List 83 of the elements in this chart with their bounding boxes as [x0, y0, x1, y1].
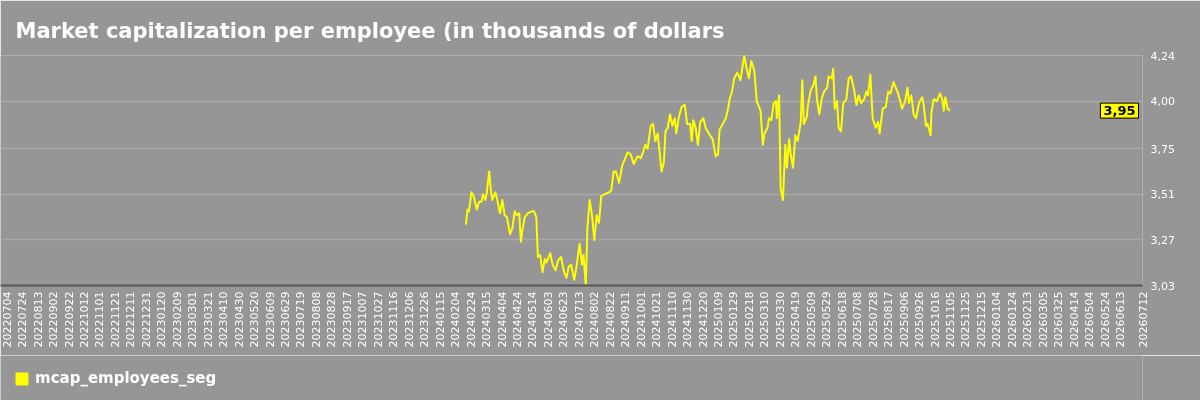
x-tick-label: 20230609 — [263, 291, 277, 348]
x-tick-label: 20250109 — [712, 291, 726, 348]
x-tick-label: 20231226 — [418, 291, 432, 348]
x-tick-label: 20250509 — [804, 291, 818, 348]
x-tick-label: 20230808 — [309, 291, 323, 348]
x-tick-label: 20241021 — [650, 291, 664, 348]
y-tick-label: 3,75 — [1150, 142, 1175, 156]
x-tick-label: 20250926 — [913, 291, 927, 348]
x-tick-label: 20240424 — [510, 291, 524, 348]
x-tick-label: 20231206 — [402, 291, 416, 348]
x-tick-label: 20220813 — [31, 291, 45, 348]
x-tick-label: 20220704 — [0, 291, 14, 348]
x-tick-label: 20250817 — [882, 291, 896, 348]
x-tick-label: 20260213 — [1021, 291, 1035, 348]
x-tick-label: 20230520 — [248, 291, 262, 348]
x-tick-label: 20250906 — [897, 291, 911, 348]
x-tick-label: 20230321 — [201, 291, 215, 348]
x-tick-label: 20250708 — [851, 291, 865, 348]
y-tick-label: 3,51 — [1150, 188, 1175, 202]
x-tick-label: 20260104 — [990, 291, 1004, 348]
x-tick-label: 20251016 — [928, 291, 942, 348]
x-tick-label: 20230719 — [294, 291, 308, 348]
x-tick-label: 20241110 — [665, 291, 679, 348]
x-tick-label: 20251125 — [959, 291, 973, 348]
x-tick-label: 20241130 — [681, 291, 695, 348]
x-tick-label: 20230410 — [217, 291, 231, 348]
x-tick-label: 20231027 — [371, 291, 385, 348]
x-tick-label: 20230828 — [325, 291, 339, 348]
x-tick-label: 20231007 — [356, 291, 370, 348]
x-tick-label: 20240911 — [619, 291, 633, 348]
x-tick-label: 20250419 — [789, 291, 803, 348]
x-tick-label: 20240802 — [588, 291, 602, 348]
x-tick-label: 20260414 — [1067, 291, 1081, 348]
x-tick-label: 20240603 — [541, 291, 555, 348]
x-tick-label: 20240204 — [449, 291, 463, 348]
x-tick-label: 20260305 — [1036, 291, 1050, 348]
y-tick-label: 4,00 — [1150, 95, 1175, 109]
x-tick-label: 20221101 — [93, 291, 107, 348]
x-tick-label: 20231116 — [387, 291, 401, 348]
x-tick-label: 20230120 — [155, 291, 169, 348]
x-tick-label: 20260325 — [1052, 291, 1066, 348]
x-tick-label: 20240514 — [526, 291, 540, 348]
x-tick-label: 20220922 — [62, 291, 76, 348]
x-tick-label: 20260124 — [1005, 291, 1019, 348]
x-tick-label: 20221121 — [108, 291, 122, 348]
x-tick-label: 20250129 — [727, 291, 741, 348]
y-tick-label: 3,03 — [1150, 279, 1175, 293]
x-tick-label: 20230209 — [170, 291, 184, 348]
annotation: 3,95 — [1103, 103, 1136, 119]
x-tick-label: 20241220 — [696, 291, 710, 348]
x-tick-label: 20260712 — [1136, 291, 1150, 348]
x-tick-label: 20240822 — [603, 291, 617, 348]
x-tick-label: 20250618 — [835, 291, 849, 348]
x-tick-label: 20251215 — [974, 291, 988, 348]
x-tick-label: 20260613 — [1114, 291, 1128, 348]
x-tick-label: 20240623 — [557, 291, 571, 348]
x-tick-label: 20230430 — [232, 291, 246, 348]
y-tick-label: 3,27 — [1150, 233, 1175, 247]
x-tick-label: 20240404 — [495, 291, 509, 348]
x-tick-label: 20240713 — [572, 291, 586, 348]
x-tick-label: 20240315 — [480, 291, 494, 348]
x-tick-label: 20250330 — [773, 291, 787, 348]
x-tick-label: 20221231 — [139, 291, 153, 348]
x-tick-label: 20230629 — [279, 291, 293, 348]
x-tick-label: 20240115 — [433, 291, 447, 348]
x-tick-label: 20221211 — [124, 291, 138, 348]
x-tick-label: 20251105 — [943, 291, 957, 348]
x-tick-label: 20220902 — [47, 291, 61, 348]
x-tick-label: 20250218 — [742, 291, 756, 348]
x-tick-label: 20250728 — [866, 291, 880, 348]
x-tick-label: 20241001 — [634, 291, 648, 348]
x-tick-label: 20230917 — [340, 291, 354, 348]
x-tick-label: 20260504 — [1083, 291, 1097, 348]
x-tick-label: 20220724 — [16, 291, 30, 348]
y-tick-label: 4,24 — [1150, 49, 1175, 63]
x-tick-label: 20221012 — [78, 291, 91, 348]
x-tick-label: 20250310 — [758, 291, 772, 348]
x-tick-label: 20260524 — [1098, 291, 1112, 348]
legend-label: mcap_employees_seg — [35, 369, 217, 387]
x-tick-label: 20230301 — [186, 291, 200, 348]
x-tick-label: 20240224 — [464, 291, 478, 348]
x-tick-label: 20250529 — [820, 291, 834, 348]
chart-title: Market capitalization per employee (in thousands of dollars — [15, 18, 725, 43]
